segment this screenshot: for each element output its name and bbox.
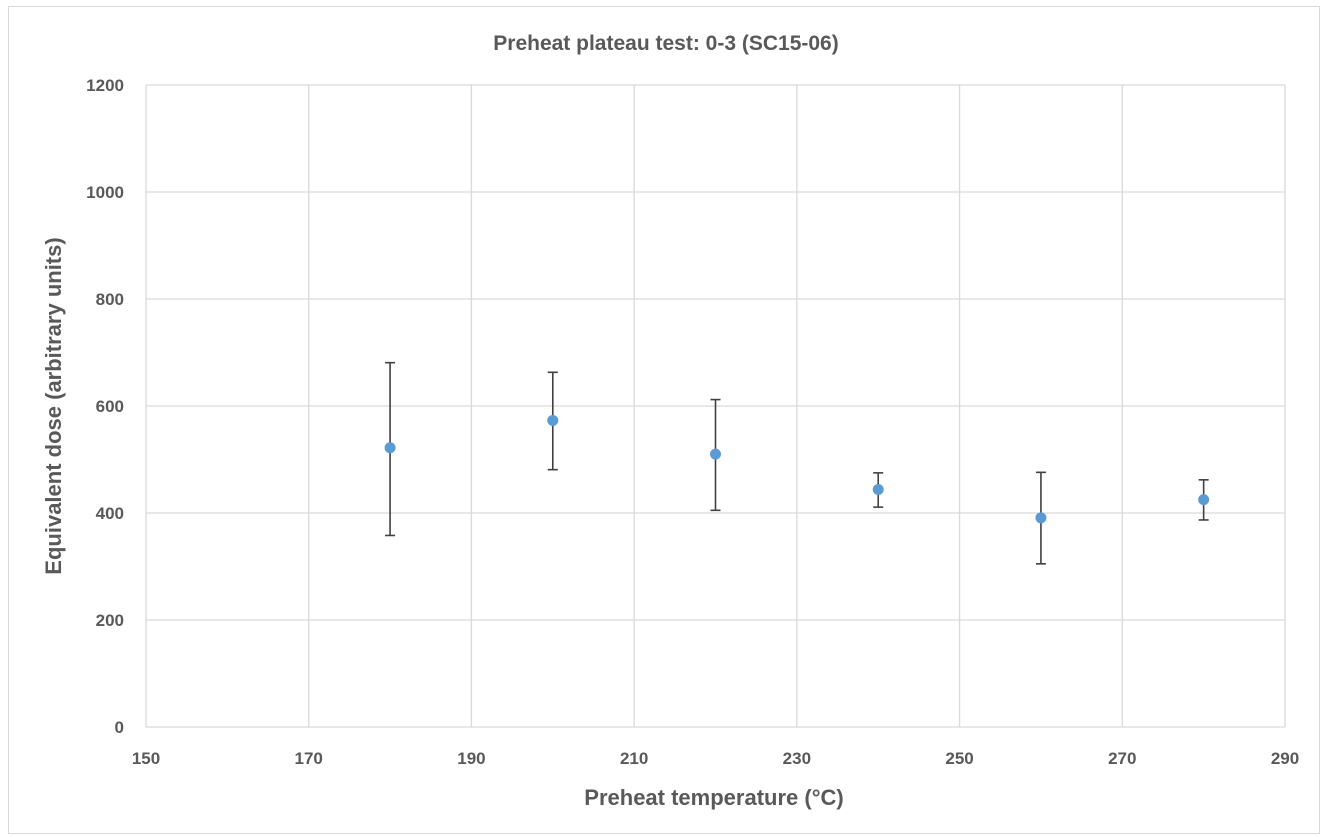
y-tick-label: 400	[96, 504, 124, 523]
x-tick-labels: 150 170 190 210 230 250 270 290	[132, 749, 1299, 768]
x-tick-label: 250	[945, 749, 973, 768]
x-tick-label: 230	[783, 749, 811, 768]
y-tick-label: 1200	[86, 76, 124, 95]
y-tick-label: 0	[115, 718, 124, 737]
y-tick-labels: 0 200 400 600 800 1000 1200	[86, 76, 124, 737]
x-tick-label: 170	[295, 749, 323, 768]
y-tick-label: 1000	[86, 183, 124, 202]
x-tick-label: 190	[457, 749, 485, 768]
y-axis-title: Equivalent dose (arbitrary units)	[41, 237, 66, 574]
x-tick-label: 150	[132, 749, 160, 768]
data-point	[872, 483, 884, 495]
y-tick-label: 200	[96, 611, 124, 630]
x-tick-label: 290	[1271, 749, 1299, 768]
x-tick-label: 210	[620, 749, 648, 768]
gridlines	[145, 84, 1286, 728]
data-point	[1035, 512, 1047, 524]
chart-frame	[8, 6, 1320, 834]
data-point	[547, 414, 559, 426]
y-tick-label: 800	[96, 290, 124, 309]
data-series	[384, 361, 1210, 565]
chart-title: Preheat plateau test: 0-3 (SC15-06)	[493, 32, 838, 55]
x-tick-label: 270	[1108, 749, 1136, 768]
x-axis-title: Preheat temperature (°C)	[584, 785, 843, 810]
data-point	[710, 448, 721, 460]
y-tick-label: 600	[96, 397, 124, 416]
data-point	[384, 442, 396, 454]
data-point	[1198, 494, 1210, 506]
